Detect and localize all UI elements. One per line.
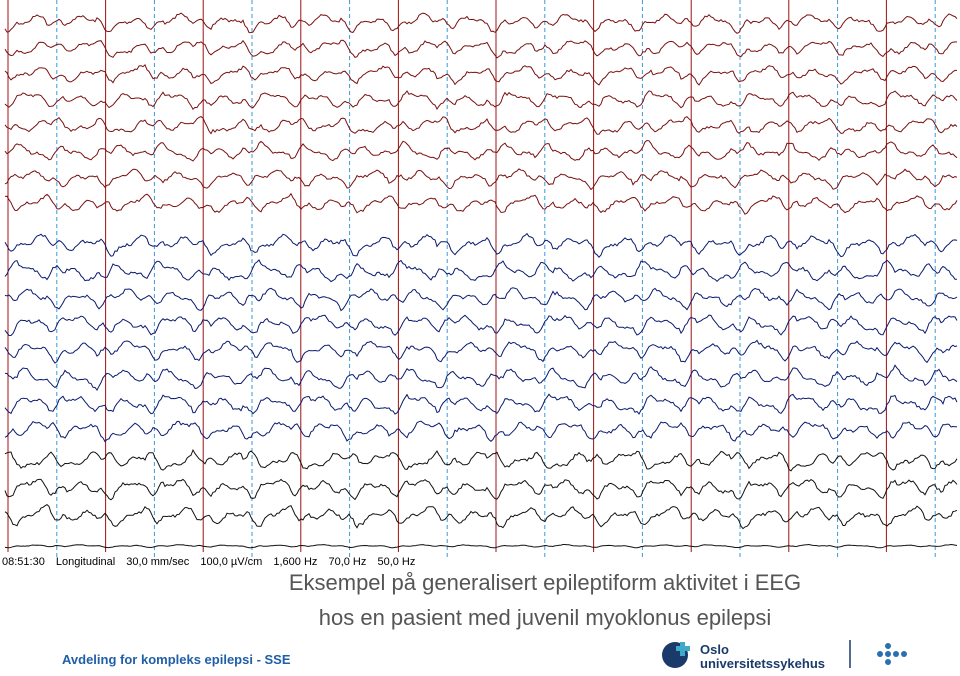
eeg-trace (4, 192, 958, 215)
eeg-trace (4, 90, 958, 110)
eeg-trace (4, 168, 958, 191)
status-item: 100,0 µV/cm (200, 556, 263, 568)
eeg-trace (4, 448, 958, 472)
eeg-trace (4, 364, 958, 392)
eeg-trace (4, 503, 958, 530)
eeg-trace (4, 139, 958, 162)
footer: Avdeling for kompleks epilepsi - SSE (62, 652, 291, 667)
title-line: hos en pasient med juvenil myoklonus epi… (318, 605, 772, 630)
eeg-trace (4, 12, 958, 34)
status-line: 08:51:30 Longitudinal 30,0 mm/sec 100,0 … (2, 556, 423, 568)
logo-mark (680, 642, 685, 656)
status-item: 50,0 Hz (377, 556, 416, 568)
title-line: Eksempel på generalisert epileptiform ak… (288, 570, 802, 595)
eeg-trace (4, 420, 958, 443)
eeg-trace (4, 39, 958, 59)
logo-mark (676, 646, 690, 651)
logo-text: Oslo universitetssykehus (700, 643, 825, 671)
status-item: 30,0 mm/sec (126, 556, 190, 568)
eeg-traces (4, 0, 958, 560)
logo-dots (877, 643, 907, 665)
eeg-trace (4, 478, 958, 501)
logo-mark (662, 642, 688, 668)
logo-line: universitetssykehus (700, 656, 826, 671)
eeg-trace (4, 287, 958, 312)
eeg-trace (4, 232, 958, 258)
eeg-trace (4, 393, 958, 415)
eeg-trace (4, 339, 958, 364)
status-item: 1,600 Hz (273, 556, 318, 568)
logo-line: Oslo (700, 642, 729, 657)
status-item: 08:51:30 (2, 556, 45, 568)
eeg-trace (4, 543, 958, 549)
eeg-trace (4, 259, 957, 283)
eeg-trace (4, 314, 958, 337)
status-item: 70,0 Hz (328, 556, 367, 568)
eeg-trace (4, 116, 958, 135)
status-item: Longitudinal (55, 556, 116, 568)
eeg-trace (4, 64, 957, 86)
